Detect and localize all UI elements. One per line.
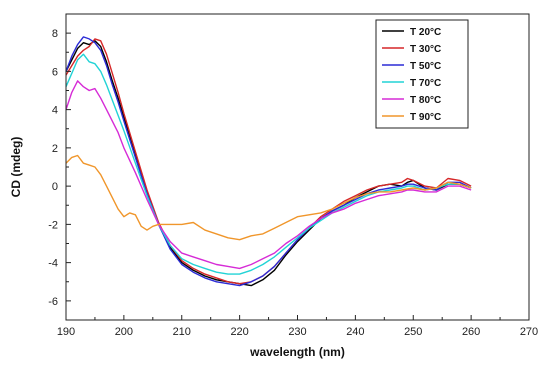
legend-label-5: T 90°C bbox=[410, 112, 441, 123]
y-tick-label: 8 bbox=[52, 28, 58, 40]
axes: 190 200 210 220 230 240 250 260 270 -6 -4 -2 0 2 4 6 8 bbox=[48, 13, 538, 338]
series-line-3 bbox=[65, 53, 472, 275]
x-tick-label: 210 bbox=[173, 326, 191, 338]
x-tick-label: 240 bbox=[346, 326, 364, 338]
y-axis-label: CD (mdeg) bbox=[9, 137, 23, 198]
y-tick-label: 4 bbox=[52, 105, 58, 117]
y-tick-label: 2 bbox=[52, 143, 58, 155]
legend: T 20°C T 30°C T 50°C T 70°C T 80°C T 90°C bbox=[375, 19, 469, 129]
x-tick-label: 230 bbox=[288, 326, 306, 338]
legend-label-1: T 30°C bbox=[410, 44, 441, 55]
x-tick-label: 200 bbox=[115, 326, 133, 338]
legend-label-4: T 80°C bbox=[410, 95, 441, 106]
plot-area bbox=[65, 36, 472, 287]
y-tick-label: -2 bbox=[48, 219, 58, 231]
x-tick-label: 250 bbox=[404, 326, 422, 338]
series-line-4 bbox=[65, 80, 472, 270]
y-tick-label: 6 bbox=[52, 66, 58, 78]
x-axis-label: wavelength (nm) bbox=[249, 345, 345, 359]
y-tick-label: -6 bbox=[48, 296, 58, 308]
x-tick-label: 220 bbox=[230, 326, 248, 338]
legend-box bbox=[375, 19, 469, 129]
legend-label-2: T 50°C bbox=[410, 61, 441, 72]
y-tick-label: -4 bbox=[48, 258, 58, 270]
series-line-5 bbox=[65, 154, 472, 241]
x-tick-label: 190 bbox=[57, 326, 75, 338]
legend-label-0: T 20°C bbox=[410, 27, 441, 38]
x-tick-label: 260 bbox=[462, 326, 480, 338]
legend-label-3: T 70°C bbox=[410, 78, 441, 89]
series-line-1 bbox=[65, 38, 472, 285]
y-tick-label: 0 bbox=[52, 181, 58, 193]
x-tick-label: 270 bbox=[520, 326, 538, 338]
series-line-2 bbox=[65, 36, 472, 287]
